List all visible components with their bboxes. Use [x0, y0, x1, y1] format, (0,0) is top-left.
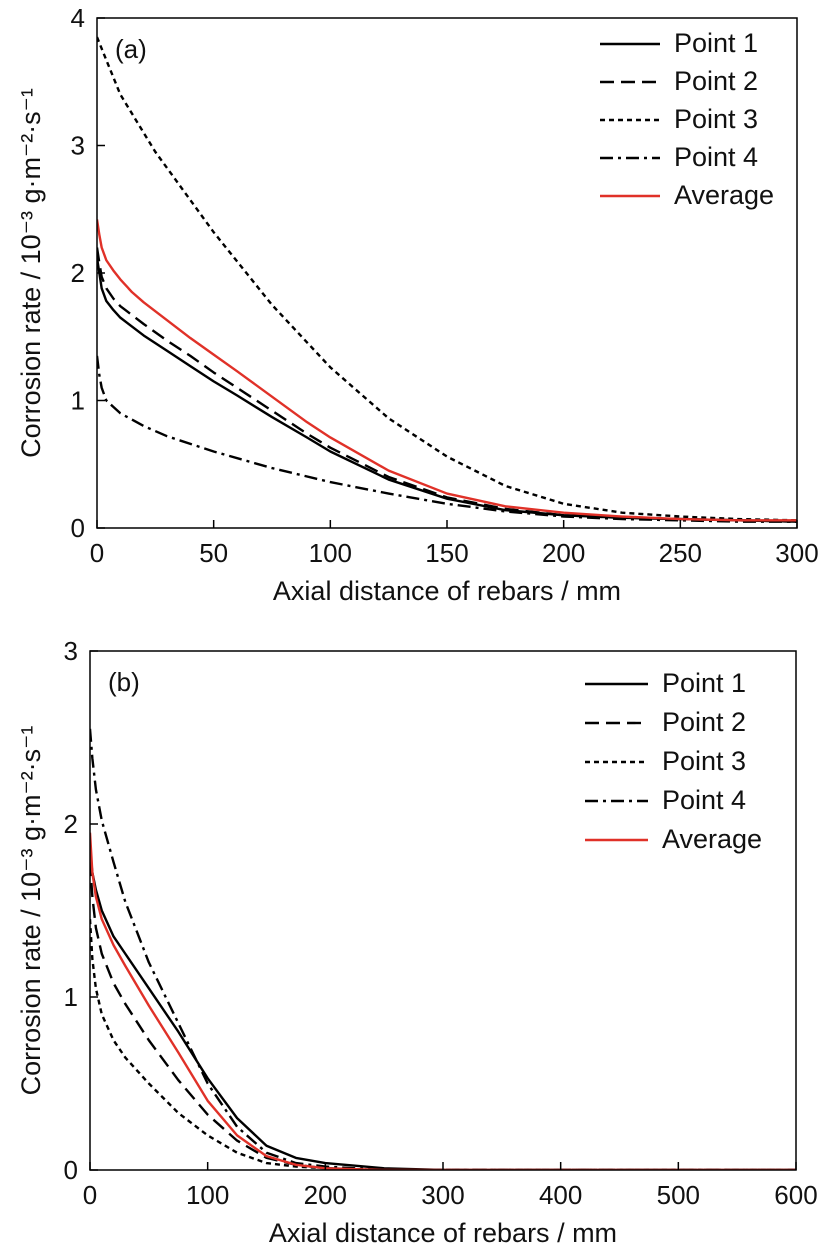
- x-tick-label: 0: [90, 538, 104, 568]
- y-axis-label: Corrosion rate / 10⁻³ g·m⁻²·s⁻¹: [16, 726, 46, 1096]
- panel-label: (a): [115, 34, 147, 64]
- y-tick-label: 1: [64, 982, 78, 1012]
- x-axis-label: Axial distance of rebars / mm: [269, 1218, 617, 1248]
- legend-label: Point 1: [662, 668, 746, 698]
- series-line-average: [97, 219, 797, 522]
- series-line-point-4: [90, 728, 796, 1170]
- legend: Point 1 Point 2 Point 3 Point 4 Average: [585, 668, 762, 854]
- legend-label: Point 3: [674, 104, 758, 134]
- series-group: [90, 728, 796, 1170]
- series-line-point-4: [97, 355, 797, 523]
- x-tick-label: 250: [659, 538, 702, 568]
- legend-label: Average: [674, 180, 774, 210]
- legend-label: Point 4: [662, 785, 746, 815]
- x-tick-label: 300: [775, 538, 818, 568]
- series-line-point-2: [97, 247, 797, 523]
- y-tick-label: 0: [64, 1155, 78, 1185]
- y-axis-label: Corrosion rate / 10⁻³ g·m⁻²·s⁻¹: [16, 88, 46, 458]
- series-group: [97, 36, 797, 523]
- x-axis-label: Axial distance of rebars / mm: [273, 576, 621, 606]
- x-tick-label: 50: [199, 538, 228, 568]
- legend-label: Average: [662, 824, 762, 854]
- panel-label: (b): [108, 667, 140, 697]
- x-tick-label: 200: [304, 1180, 347, 1210]
- y-tick-label: 4: [71, 3, 85, 33]
- x-tick-label: 0: [83, 1180, 97, 1210]
- y-tick-label: 3: [71, 131, 85, 161]
- x-tick-label: 100: [309, 538, 352, 568]
- y-tick-label: 1: [71, 386, 85, 416]
- legend-label: Point 2: [674, 66, 758, 96]
- series-line-point-3: [90, 919, 796, 1170]
- series-line-average: [90, 832, 796, 1170]
- legend-label: Point 2: [662, 707, 746, 737]
- series-line-point-3: [97, 36, 797, 522]
- series-line-point-2: [90, 861, 796, 1170]
- x-tick-label: 300: [421, 1180, 464, 1210]
- x-tick-label: 500: [657, 1180, 700, 1210]
- chart-panel-b: 0 100 200 300 400 500 600 0 1 2 3 Axial distance of…: [16, 636, 818, 1248]
- legend-label: Point 3: [662, 746, 746, 776]
- x-tick-label: 150: [425, 538, 468, 568]
- series-line-point-1: [97, 257, 797, 523]
- legend-label: Point 1: [674, 28, 758, 58]
- legend: Point 1 Point 2 Point 3 Point 4 Average: [600, 28, 774, 210]
- x-tick-label: 100: [186, 1180, 229, 1210]
- y-tick-label: 2: [64, 809, 78, 839]
- x-tick-label: 400: [539, 1180, 582, 1210]
- chart-panel-a: 0 50 100 150 200 250 300 0 1 2 3 4 Axial distance of…: [16, 3, 819, 606]
- y-tick-label: 2: [71, 258, 85, 288]
- y-tick-label: 3: [64, 636, 78, 666]
- series-line-point-1: [90, 849, 796, 1170]
- legend-label: Point 4: [674, 142, 758, 172]
- x-tick-label: 200: [542, 538, 585, 568]
- x-tick-label: 600: [774, 1180, 817, 1210]
- y-tick-label: 0: [71, 513, 85, 543]
